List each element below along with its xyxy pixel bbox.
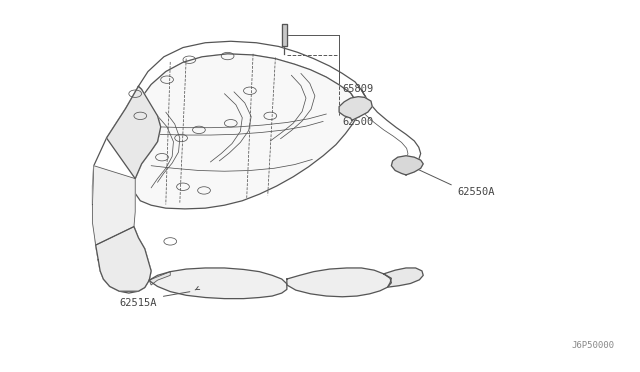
Polygon shape (96, 227, 151, 291)
Polygon shape (282, 24, 287, 46)
Polygon shape (135, 54, 360, 209)
Text: 62500: 62500 (342, 116, 374, 126)
Polygon shape (106, 86, 161, 179)
Text: 65809: 65809 (342, 84, 374, 94)
Polygon shape (93, 86, 161, 293)
Polygon shape (287, 268, 392, 297)
Text: 62515A: 62515A (119, 298, 157, 308)
Text: 62550A: 62550A (457, 187, 495, 197)
Polygon shape (339, 97, 372, 120)
Polygon shape (93, 166, 135, 245)
Polygon shape (149, 272, 170, 285)
Text: J6P50000: J6P50000 (572, 341, 614, 350)
Polygon shape (392, 156, 423, 175)
Polygon shape (149, 268, 287, 299)
Polygon shape (384, 268, 423, 287)
